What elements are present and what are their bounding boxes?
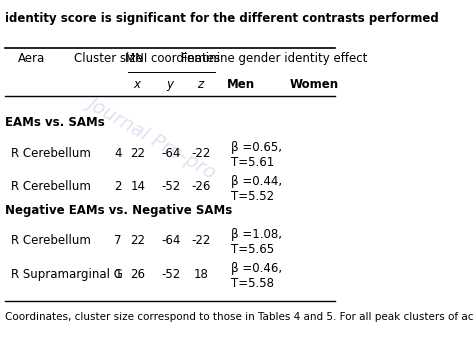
Text: 2: 2 <box>114 181 122 194</box>
Text: y: y <box>166 78 173 90</box>
Text: T=5.65: T=5.65 <box>231 243 274 256</box>
Text: β =0.44,: β =0.44, <box>231 175 283 188</box>
Text: R Cerebellum: R Cerebellum <box>11 234 91 247</box>
Text: 4: 4 <box>114 146 122 160</box>
Text: R Cerebellum: R Cerebellum <box>11 146 91 160</box>
Text: -52: -52 <box>162 268 181 281</box>
Text: -22: -22 <box>191 146 211 160</box>
Text: R Supramarginal G: R Supramarginal G <box>11 268 123 281</box>
Text: -52: -52 <box>162 181 181 194</box>
Text: Men: Men <box>228 78 255 90</box>
Text: x: x <box>133 78 140 90</box>
Text: Coordinates, cluster size correspond to those in Tables 4 and 5. For all peak cl: Coordinates, cluster size correspond to … <box>5 312 474 322</box>
Text: EAMs vs. SAMs: EAMs vs. SAMs <box>5 116 104 129</box>
Text: 14: 14 <box>130 181 146 194</box>
Text: Aera: Aera <box>18 52 45 65</box>
Text: -26: -26 <box>191 181 211 194</box>
Text: Negative EAMs vs. Negative SAMs: Negative EAMs vs. Negative SAMs <box>5 204 232 216</box>
Text: T=5.58: T=5.58 <box>231 277 274 290</box>
Text: -22: -22 <box>191 234 211 247</box>
Text: T=5.52: T=5.52 <box>231 190 274 203</box>
Text: 18: 18 <box>194 268 209 281</box>
Text: 22: 22 <box>130 146 146 160</box>
Text: Journal Pre-pro: Journal Pre-pro <box>84 92 219 181</box>
Text: 1: 1 <box>114 268 122 281</box>
Text: 7: 7 <box>114 234 122 247</box>
Text: β =1.08,: β =1.08, <box>231 228 283 241</box>
Text: R Cerebellum: R Cerebellum <box>11 181 91 194</box>
Text: β =0.65,: β =0.65, <box>231 141 283 154</box>
Text: T=5.61: T=5.61 <box>231 156 274 169</box>
Text: 22: 22 <box>130 234 146 247</box>
Text: z: z <box>197 78 203 90</box>
Text: Women: Women <box>290 78 339 90</box>
Text: MNI coordinates: MNI coordinates <box>126 52 220 65</box>
Text: -64: -64 <box>162 234 181 247</box>
Text: Cluster size: Cluster size <box>73 52 143 65</box>
Text: β =0.46,: β =0.46, <box>231 262 283 275</box>
Text: Feminine gender identity effect: Feminine gender identity effect <box>182 52 368 65</box>
Text: 26: 26 <box>130 268 146 281</box>
Text: -64: -64 <box>162 146 181 160</box>
Text: identity score is significant for the different contrasts performed: identity score is significant for the di… <box>5 12 438 25</box>
